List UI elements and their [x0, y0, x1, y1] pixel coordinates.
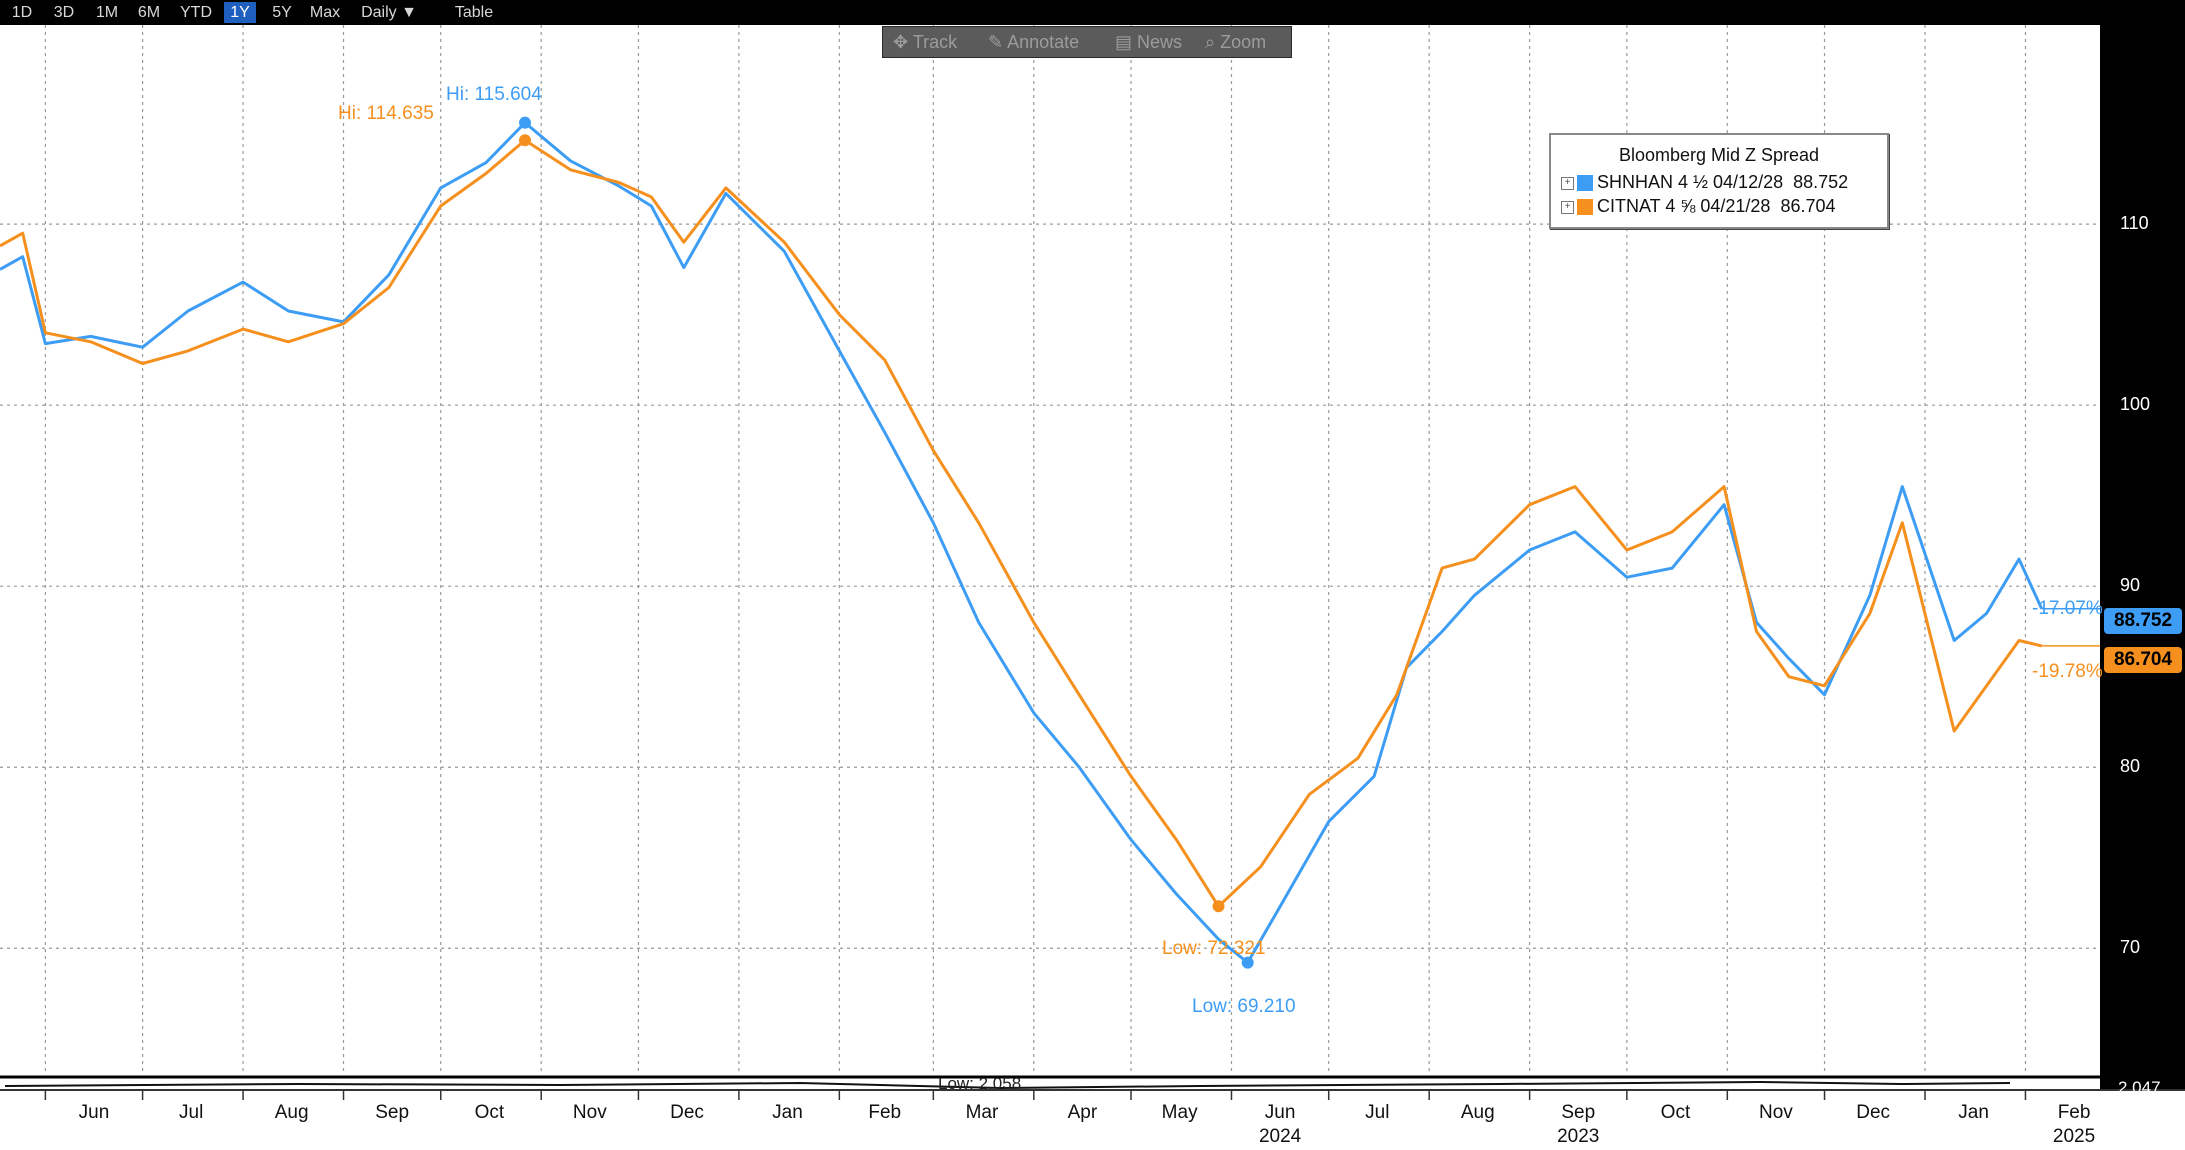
period-button-ytd[interactable]: YTD — [180, 4, 212, 21]
y-tick-label: 100 — [2120, 394, 2151, 415]
period-button-1y[interactable]: 1Y — [224, 2, 256, 23]
period-button-3d[interactable]: 3D — [53, 4, 75, 21]
x-month-label: Nov — [1759, 1102, 1793, 1123]
y-tick-label: 110 — [2120, 213, 2149, 234]
subpanel-last-value: 2.047 — [2118, 1078, 2161, 1097]
period-button-max[interactable]: Max — [309, 4, 341, 21]
blue-low-marker — [1241, 956, 1254, 969]
x-year-label: 2023 — [1557, 1126, 1600, 1147]
legend-title: Bloomberg Mid Z Spread — [1618, 145, 1820, 165]
zoom-tool[interactable]: ⌕ Zoom — [1205, 32, 1267, 52]
x-month-label: Aug — [1460, 1102, 1495, 1123]
legend-series-name: SHNHAN 4 ½ 04/12/28 — [1597, 172, 1784, 192]
x-month-label: Jan — [1958, 1102, 1989, 1123]
news-tool[interactable]: ▤ News — [1115, 32, 1183, 52]
annotate-tool[interactable]: ✎ Annotate — [988, 32, 1080, 52]
blue-high-label: Hi: 115.604 — [446, 84, 542, 105]
x-month-label: May — [1161, 1102, 1198, 1123]
series-swatch — [1577, 199, 1593, 216]
track-tool[interactable]: ✥ Track — [893, 32, 958, 52]
period-button-table[interactable]: Table — [454, 4, 494, 21]
x-month-label: Sep — [375, 1102, 410, 1123]
x-month-label: Dec — [1856, 1102, 1891, 1123]
x-month-label: Dec — [670, 1102, 704, 1123]
expand-icon[interactable]: + — [1561, 176, 1574, 190]
x-month-label: Oct — [1660, 1102, 1691, 1123]
orange-high-marker — [519, 134, 531, 147]
legend-series-name: CITNAT 4 ⅝ 04/21/28 — [1597, 196, 1771, 216]
blue-high-marker — [519, 116, 531, 129]
magnifier-icon: ⌕ — [1205, 32, 1216, 52]
y-tick-label: 80 — [2120, 756, 2141, 777]
chart-tools-bar: ✥ Track ✎ Annotate ▤ News ⌕ Zoom — [882, 26, 1292, 58]
x-month-label: Feb — [868, 1102, 902, 1123]
period-button-6m[interactable]: 6M — [137, 4, 161, 21]
y-tick-label: 70 — [2120, 937, 2141, 958]
x-month-label: Nov — [572, 1102, 607, 1123]
x-month-label: Mar — [965, 1102, 999, 1123]
x-month-label: Sep — [1561, 1102, 1596, 1123]
legend-row-shnhan[interactable]: + SHNHAN 4 ½ 04/12/28 88.752 — [1561, 171, 1848, 193]
pencil-icon: ✎ — [988, 32, 1004, 52]
blue-change-pct: -17.07% — [2032, 598, 2103, 619]
x-month-label: Apr — [1067, 1102, 1098, 1123]
y-axis-panel — [2100, 25, 2185, 1075]
orange-high-label: Hi: 114.635 — [338, 103, 434, 124]
news-icon: ▤ — [1115, 32, 1133, 52]
period-button-1m[interactable]: 1M — [95, 4, 119, 21]
legend-series-value: 88.752 — [1793, 172, 1849, 192]
orange-last-value-tag: 86.704 — [2104, 647, 2182, 673]
legend-row-citnat[interactable]: + CITNAT 4 ⅝ 04/21/28 86.704 — [1561, 195, 1836, 217]
subpanel-axis — [2100, 1075, 2185, 1089]
orange-low-marker — [1212, 900, 1225, 913]
period-toolbar: 1D 3D 1M 6M YTD 1Y 5Y Max Daily ▼ Table — [0, 0, 2185, 25]
y-tick-label: 90 — [2120, 575, 2141, 596]
x-month-label: Jul — [179, 1102, 204, 1123]
x-month-label: Aug — [274, 1102, 309, 1123]
x-month-label: Feb — [2057, 1102, 2091, 1123]
x-month-label: Jan — [772, 1102, 803, 1123]
subpanel-line — [4, 1080, 2011, 1090]
x-month-label: Jun — [1264, 1102, 1296, 1123]
legend: Bloomberg Mid Z Spread + SHNHAN 4 ½ 04/12… — [1549, 133, 1889, 229]
crosshair-icon: ✥ — [893, 32, 909, 52]
x-year-label: 2024 — [1258, 1126, 1302, 1147]
blue-last-value-tag: 88.752 — [2104, 608, 2182, 634]
series-swatch — [1577, 175, 1593, 192]
blue-low-label: Low: 69.210 — [1192, 996, 1296, 1017]
legend-series-value: 86.704 — [1780, 196, 1836, 216]
subpanel-low-label: Low: 2.058 — [938, 1074, 1022, 1093]
x-month-label: Oct — [474, 1102, 505, 1123]
series-line-citnat — [0, 138, 2043, 908]
x-month-label: Jul — [1365, 1102, 1390, 1123]
orange-change-pct: -19.78% — [2032, 661, 2103, 682]
x-month-label: Jun — [78, 1102, 110, 1123]
orange-low-label: Low: 72.321 — [1162, 938, 1266, 959]
expand-icon[interactable]: + — [1561, 200, 1574, 214]
period-button-5y[interactable]: 5Y — [272, 4, 292, 21]
period-button-daily[interactable]: Daily ▼ — [361, 4, 417, 21]
x-year-label: 2025 — [2052, 1126, 2096, 1147]
period-button-1d[interactable]: 1D — [11, 4, 33, 21]
